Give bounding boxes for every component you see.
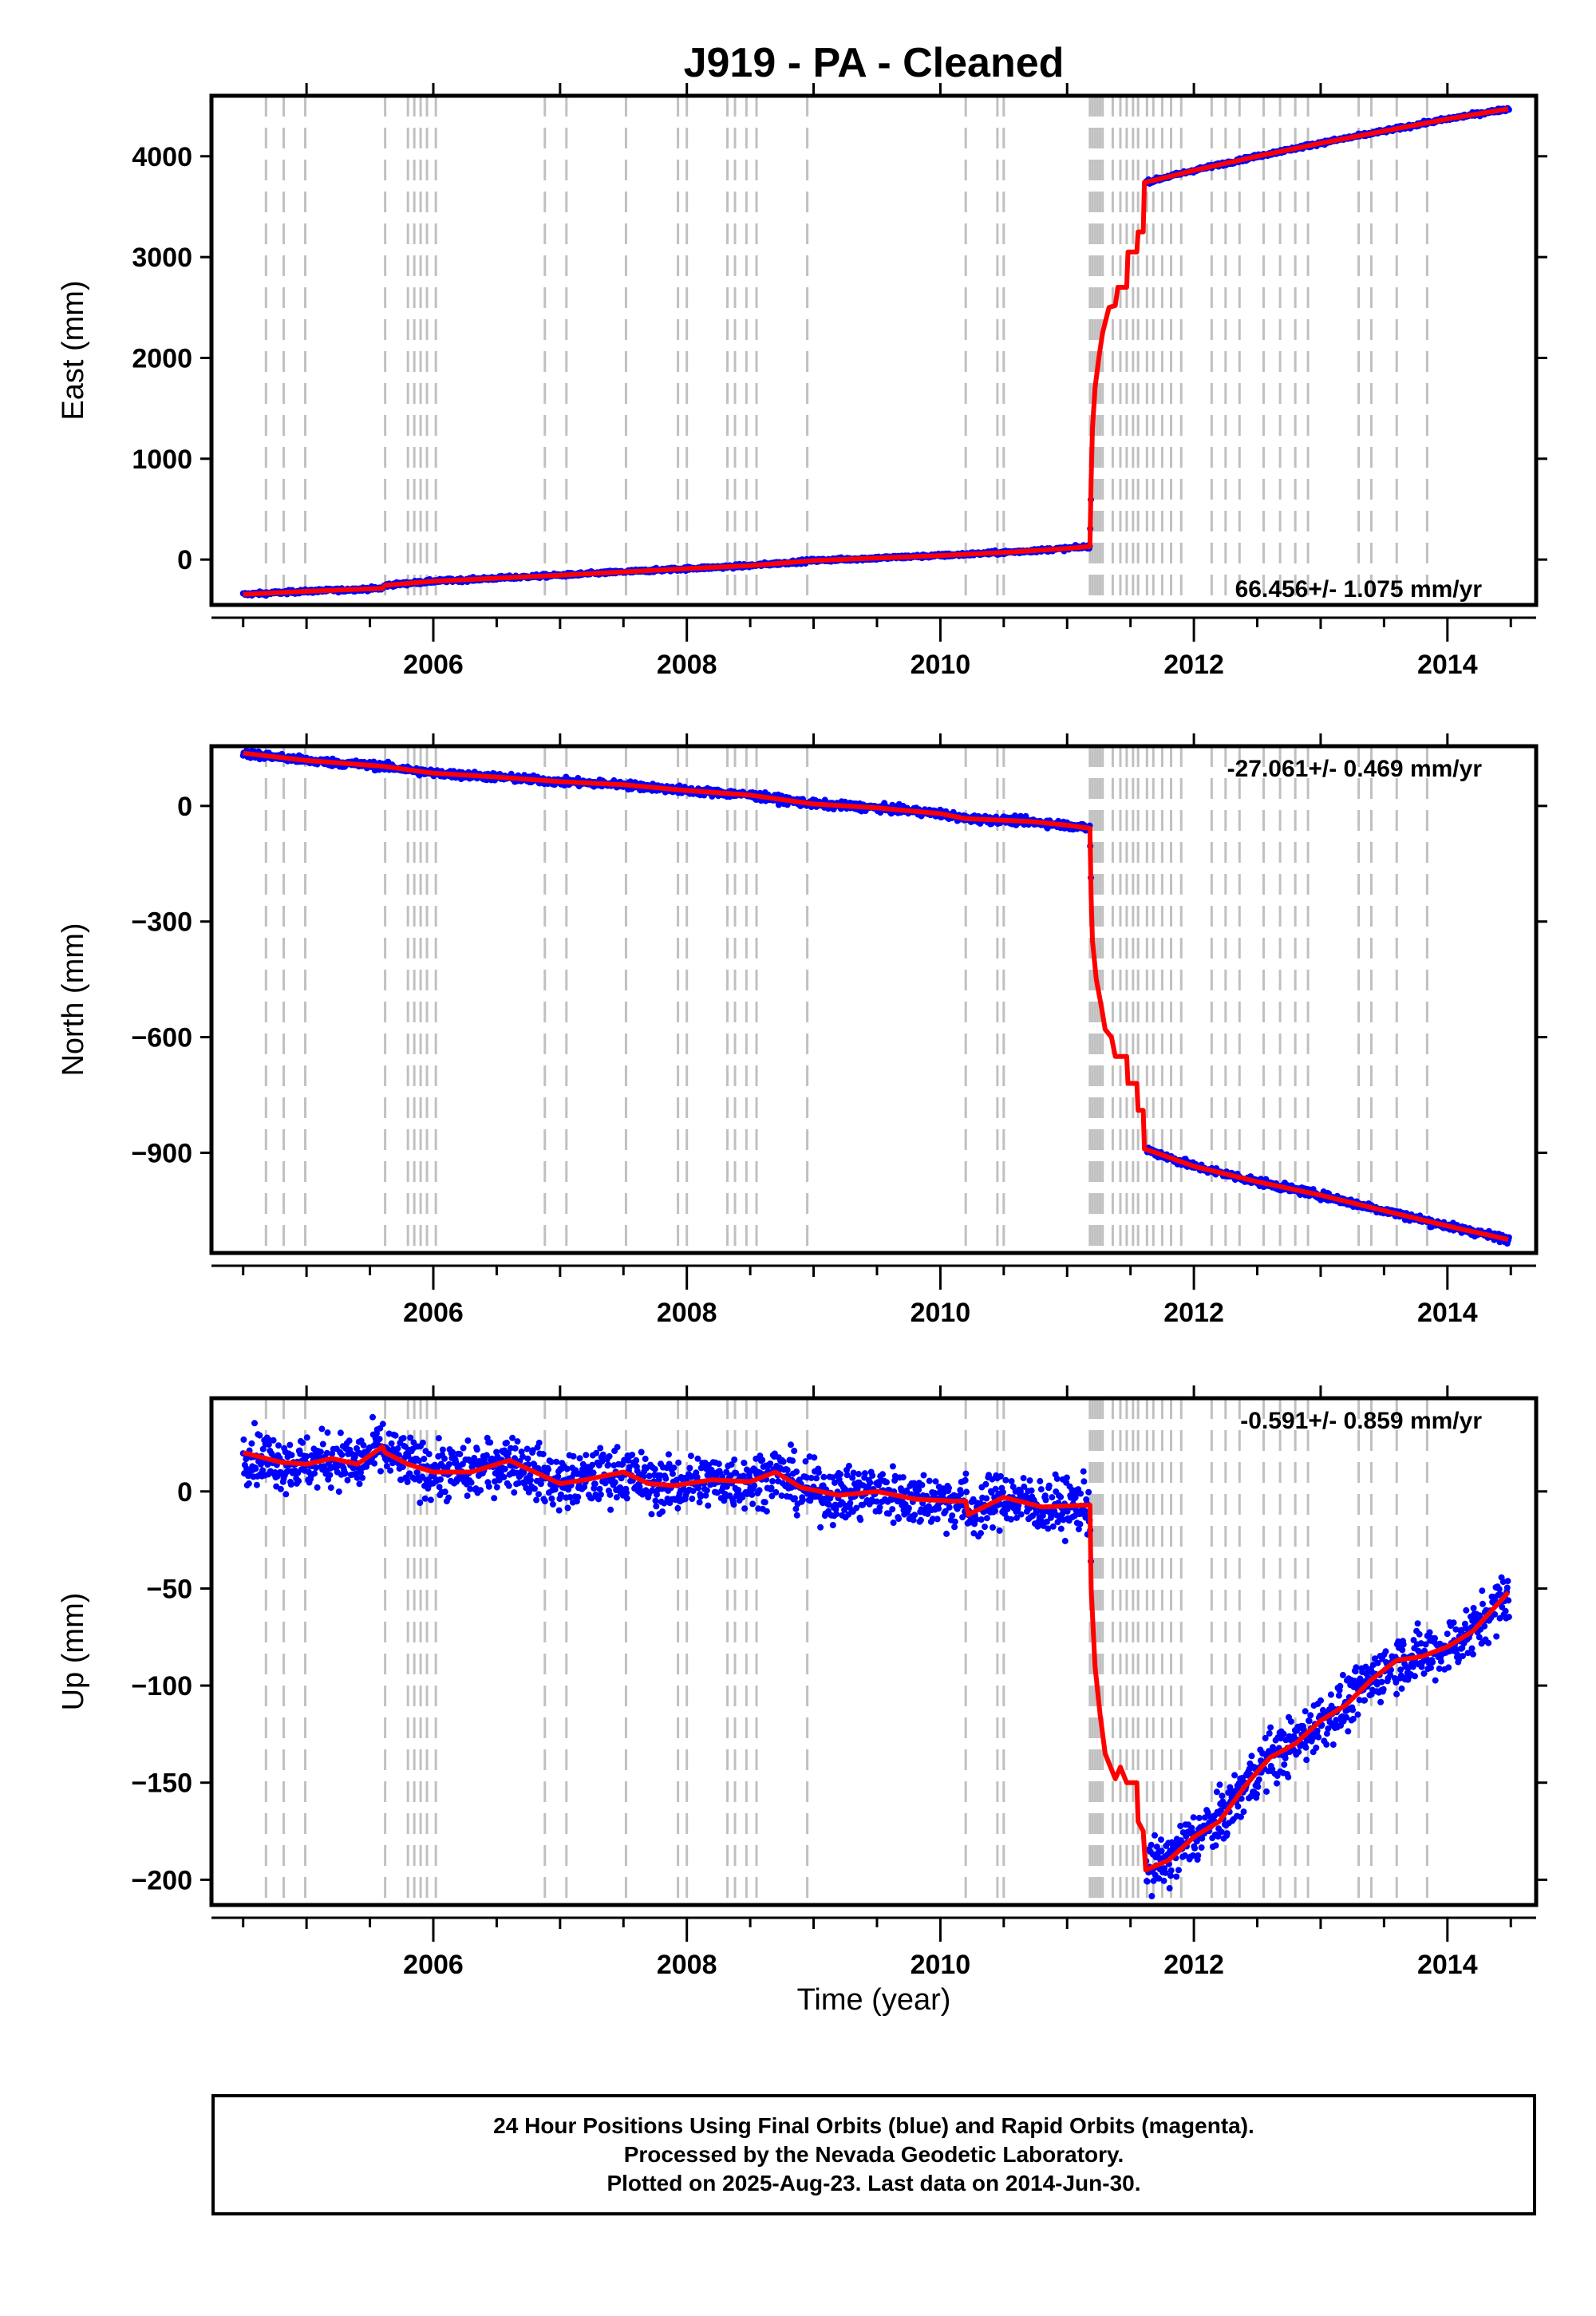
y-tick-label: 0 <box>177 792 192 822</box>
x-tick-label: 2010 <box>911 1950 971 1980</box>
x-tick-label: 2014 <box>1417 1950 1478 1980</box>
x-tick-label: 2008 <box>657 1950 717 1980</box>
x-tick-label: 2008 <box>657 650 717 680</box>
y-tick-label: 4000 <box>132 142 192 172</box>
x-tick-label: 2010 <box>911 1298 971 1328</box>
y-tick-label: −100 <box>131 1671 192 1701</box>
model-fit-line <box>242 1444 1511 1873</box>
x-tick-label: 2006 <box>403 1298 464 1328</box>
up-panel: 0 −50 −100 −150 −200 2006 2008 2010 2012 2014 Up (… <box>57 1385 1547 1980</box>
y-tick-label: 0 <box>177 545 192 575</box>
y-axis-label: Up (mm) <box>57 1593 90 1711</box>
final-orbit-points <box>239 747 1512 1247</box>
chart-title: J919 - PA - Cleaned <box>684 40 1065 86</box>
final-orbit-points <box>239 105 1512 599</box>
footer-line-2: Processed by the Nevada Geodetic Laborat… <box>623 2142 1124 2167</box>
y-tick-label: −200 <box>131 1865 192 1895</box>
y-tick-label: −150 <box>131 1769 192 1799</box>
footer-info-box: 24 Hour Positions Using Final Orbits (bl… <box>211 2094 1536 2215</box>
plot-frame <box>209 93 1539 607</box>
model-fit-line <box>243 106 1509 597</box>
final-orbit-points <box>239 1413 1512 1899</box>
rate-label: -0.591+/- 0.859 mm/yr <box>1240 1408 1482 1434</box>
model-fit-line <box>243 750 1509 1243</box>
y-tick-label: 1000 <box>132 445 192 475</box>
x-tick-label: 2012 <box>1163 1950 1224 1980</box>
plot-frame <box>209 744 1539 1255</box>
y-tick-label: −300 <box>131 907 192 938</box>
footer-line-3: Plotted on 2025-Aug-23. Last data on 201… <box>606 2171 1141 2195</box>
x-tick-label: 2014 <box>1417 650 1478 680</box>
footer-line-1: 24 Hour Positions Using Final Orbits (bl… <box>493 2113 1254 2138</box>
x-tick-label: 2010 <box>911 650 971 680</box>
rate-label: -27.061+/- 0.469 mm/yr <box>1227 756 1483 782</box>
y-axis-label: North (mm) <box>57 923 90 1076</box>
y-tick-label: −900 <box>131 1138 192 1168</box>
y-tick-label: 3000 <box>132 243 192 273</box>
y-axis-label: East (mm) <box>57 280 90 420</box>
rate-label: 66.456+/- 1.075 mm/yr <box>1235 576 1483 603</box>
x-tick-label: 2012 <box>1163 1298 1224 1328</box>
east-panel: 0 1000 2000 3000 4000 2006 2008 2010 2012 2014 Eas… <box>57 83 1547 680</box>
plot-frame <box>209 1396 1539 1907</box>
y-tick-label: −50 <box>146 1574 192 1604</box>
x-tick-label: 2008 <box>657 1298 717 1328</box>
y-tick-label: −600 <box>131 1023 192 1053</box>
y-tick-label: 0 <box>177 1477 192 1508</box>
x-tick-label: 2006 <box>403 1950 464 1980</box>
x-tick-label: 2014 <box>1417 1298 1478 1328</box>
x-tick-label: 2012 <box>1163 650 1224 680</box>
x-axis-label: Time (year) <box>797 1983 951 2017</box>
x-tick-label: 2006 <box>403 650 464 680</box>
north-panel: 0 −300 −600 −900 2006 2008 2010 2012 2014 North (… <box>57 733 1547 1328</box>
y-tick-label: 2000 <box>132 343 192 373</box>
